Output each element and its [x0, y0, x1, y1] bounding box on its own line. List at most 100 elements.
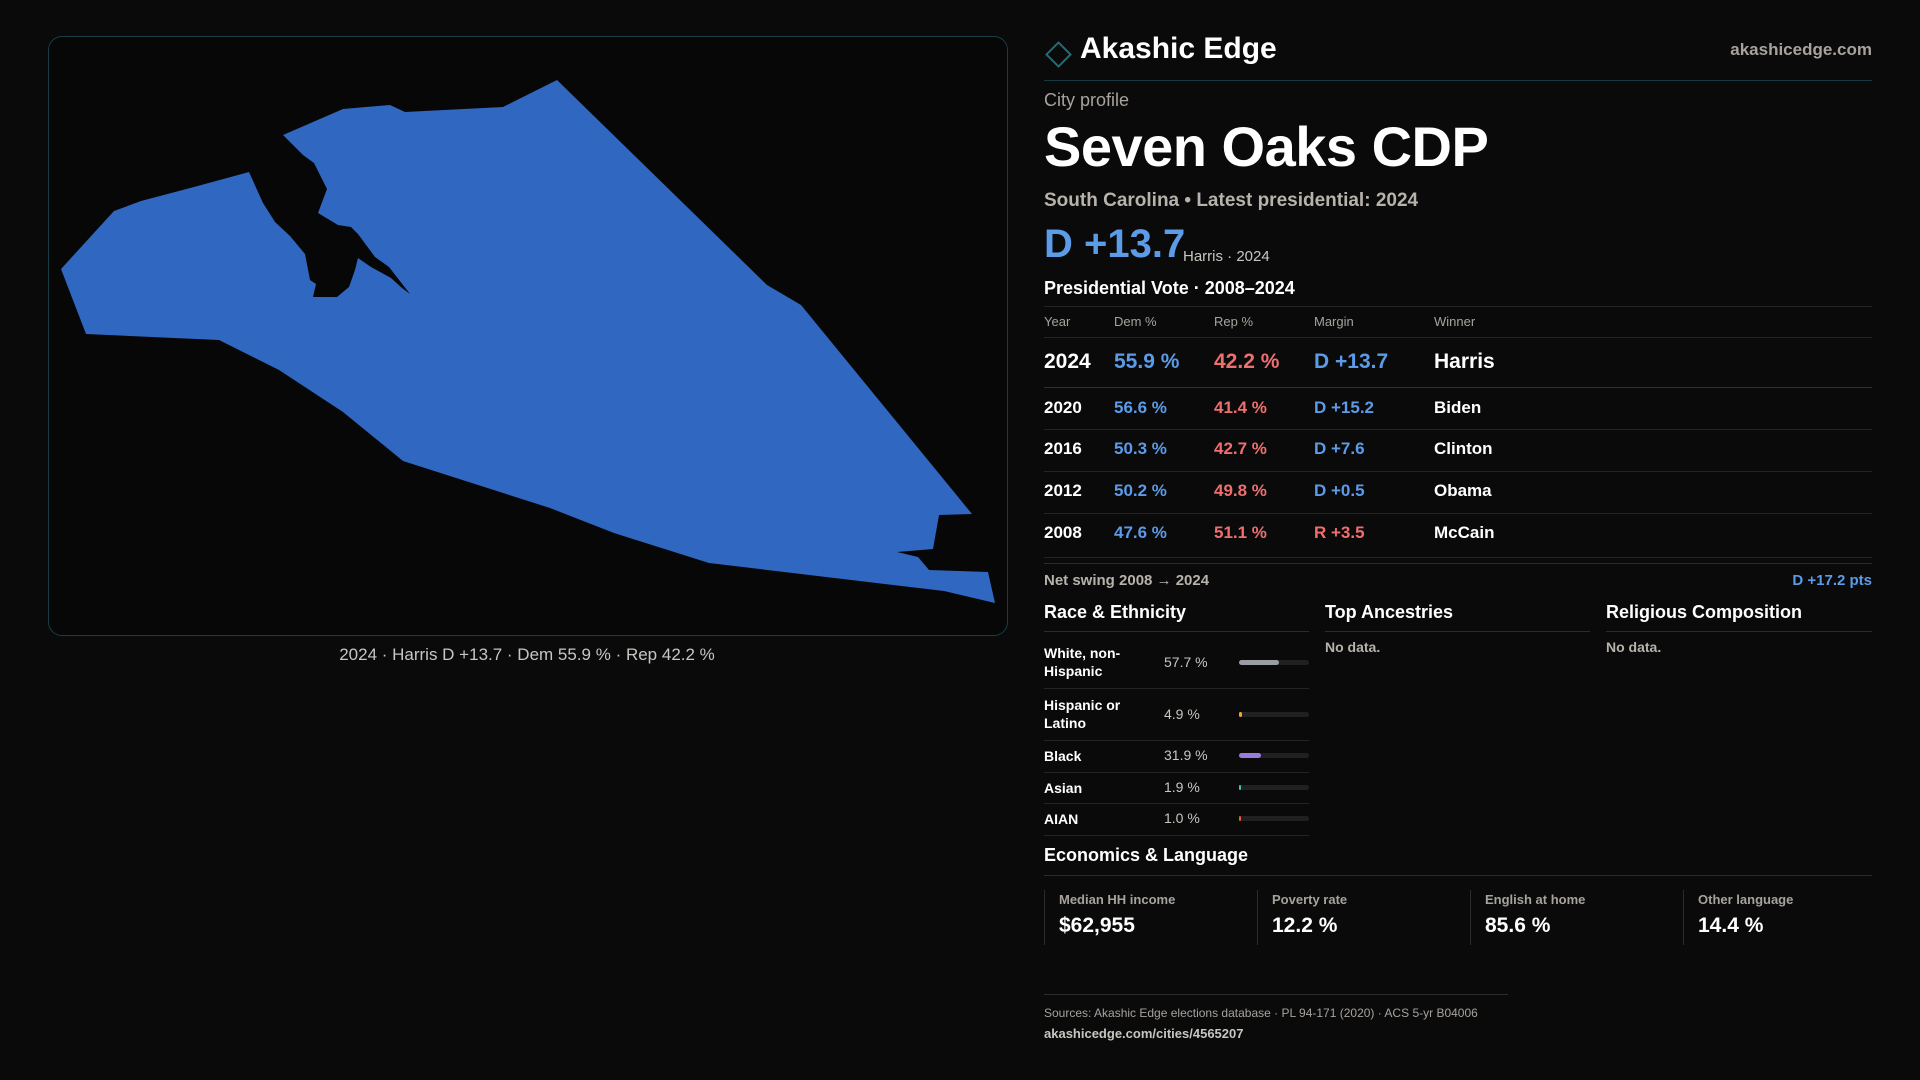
col-rep-header: Rep %	[1214, 314, 1254, 329]
margin-cell: R +3.5	[1314, 523, 1365, 542]
econ-label: Poverty rate	[1272, 892, 1348, 907]
race-label: AIAN	[1044, 811, 1079, 827]
race-section-title: Race & Ethnicity	[1044, 602, 1187, 622]
race-row: White, non-Hispanic 57.7 %	[1044, 632, 1309, 689]
margin-cell: D +13.7	[1314, 350, 1389, 373]
dem-cell: 55.9 %	[1114, 350, 1180, 373]
swing-label: Net swing 2008 → 2024	[1044, 572, 1210, 589]
race-bar-fill	[1239, 753, 1261, 758]
econ-stat-english: English at home 85.6 %	[1470, 890, 1685, 945]
brand-header: Akashic Edge akashicedge.com	[1044, 30, 1872, 81]
dem-cell: 47.6 %	[1114, 523, 1167, 542]
section-label: City profile	[1044, 90, 1130, 110]
sources-note: Sources: Akashic Edge elections database…	[1044, 1006, 1478, 1020]
rep-cell: 41.4 %	[1214, 398, 1267, 417]
race-bar-track	[1239, 753, 1309, 758]
ancestries-empty: No data.	[1325, 639, 1381, 655]
margin-cell: D +15.2	[1314, 398, 1375, 417]
race-bar-track	[1239, 816, 1309, 821]
year-cell: 2020	[1044, 398, 1082, 417]
rep-cell: 42.7 %	[1214, 439, 1267, 458]
race-percent: 4.9 %	[1164, 706, 1200, 722]
race-bar-fill	[1239, 712, 1242, 717]
race-percent: 57.7 %	[1164, 654, 1208, 670]
econ-label: English at home	[1485, 892, 1586, 907]
race-percent: 1.9 %	[1164, 779, 1200, 795]
headline-note: Harris · 2024	[1183, 248, 1270, 265]
race-bar-fill	[1239, 785, 1241, 790]
winner-cell: Clinton	[1434, 439, 1493, 458]
econ-value: 85.6 %	[1485, 914, 1551, 937]
religion-empty: No data.	[1606, 639, 1662, 655]
district-polygon	[61, 80, 995, 603]
race-bar-track	[1239, 785, 1309, 790]
rep-cell: 49.8 %	[1214, 481, 1267, 500]
diamond-logo-icon	[1045, 41, 1072, 68]
race-bar-fill	[1239, 816, 1241, 821]
district-shape	[61, 80, 995, 603]
district-map[interactable]	[48, 36, 1008, 636]
divider	[1044, 471, 1872, 472]
race-bar-track	[1239, 660, 1309, 665]
divider	[1044, 337, 1872, 338]
race-bar-fill	[1239, 660, 1279, 665]
headline-margin: D +13.7	[1044, 222, 1186, 266]
map-caption: 2024 · Harris D +13.7 · Dem 55.9 % · Rep…	[339, 645, 715, 664]
economics-section-title: Economics & Language	[1044, 845, 1249, 865]
winner-cell: Biden	[1434, 398, 1482, 417]
race-bar-track	[1239, 712, 1309, 717]
profile-panel: Akashic Edge akashicedge.com City profil…	[1044, 0, 1872, 1080]
race-row: Asian 1.9 %	[1044, 773, 1309, 804]
race-row: Black 31.9 %	[1044, 741, 1309, 773]
divider	[1044, 513, 1872, 514]
divider	[1044, 429, 1872, 430]
divider	[1044, 387, 1872, 388]
divider	[1044, 306, 1872, 307]
year-cell: 2016	[1044, 439, 1082, 458]
rep-cell: 51.1 %	[1214, 523, 1267, 542]
winner-cell: Harris	[1434, 350, 1495, 373]
dem-cell: 50.2 %	[1114, 481, 1167, 500]
rep-cell: 42.2 %	[1214, 350, 1280, 373]
divider	[1044, 563, 1872, 564]
dem-cell: 56.6 %	[1114, 398, 1167, 417]
divider	[1044, 631, 1309, 632]
econ-value: 12.2 %	[1272, 914, 1338, 937]
ancestries-section-title: Top Ancestries	[1325, 602, 1454, 622]
footer-url-link[interactable]: akashicedge.com/cities/4565207	[1044, 1026, 1244, 1041]
col-dem-header: Dem %	[1114, 314, 1157, 329]
econ-label: Median HH income	[1059, 892, 1176, 907]
brand-name[interactable]: Akashic Edge	[1080, 32, 1277, 65]
religion-section-title: Religious Composition	[1606, 602, 1802, 622]
col-winner-header: Winner	[1434, 314, 1476, 329]
econ-stat-other-language: Other language 14.4 %	[1683, 890, 1873, 945]
race-row: Hispanic or Latino 4.9 %	[1044, 689, 1309, 741]
econ-value: $62,955	[1059, 914, 1135, 937]
divider	[1044, 557, 1872, 558]
brand-domain-link[interactable]: akashicedge.com	[1730, 40, 1872, 59]
year-cell: 2008	[1044, 523, 1082, 542]
race-label: White, non-Hispanic	[1044, 645, 1121, 679]
year-cell: 2024	[1044, 350, 1091, 373]
race-label: Black	[1044, 748, 1082, 764]
col-year-header: Year	[1044, 314, 1071, 329]
race-percent: 31.9 %	[1164, 747, 1208, 763]
page-title: Seven Oaks CDP	[1044, 115, 1489, 178]
winner-cell: McCain	[1434, 523, 1495, 542]
econ-value: 14.4 %	[1698, 914, 1764, 937]
dem-cell: 50.3 %	[1114, 439, 1167, 458]
divider	[1044, 875, 1872, 876]
divider	[1325, 631, 1590, 632]
year-cell: 2012	[1044, 481, 1082, 500]
divider	[1606, 631, 1872, 632]
col-margin-header: Margin	[1314, 314, 1354, 329]
econ-label: Other language	[1698, 892, 1794, 907]
econ-stat-income: Median HH income $62,955	[1044, 890, 1259, 945]
vote-table-title: Presidential Vote · 2008–2024	[1044, 278, 1295, 298]
margin-cell: D +7.6	[1314, 439, 1365, 458]
page-subtitle: South Carolina • Latest presidential: 20…	[1044, 190, 1419, 211]
swing-value: D +17.2 pts	[1792, 572, 1872, 589]
winner-cell: Obama	[1434, 481, 1492, 500]
margin-cell: D +0.5	[1314, 481, 1365, 500]
divider	[1044, 994, 1508, 995]
